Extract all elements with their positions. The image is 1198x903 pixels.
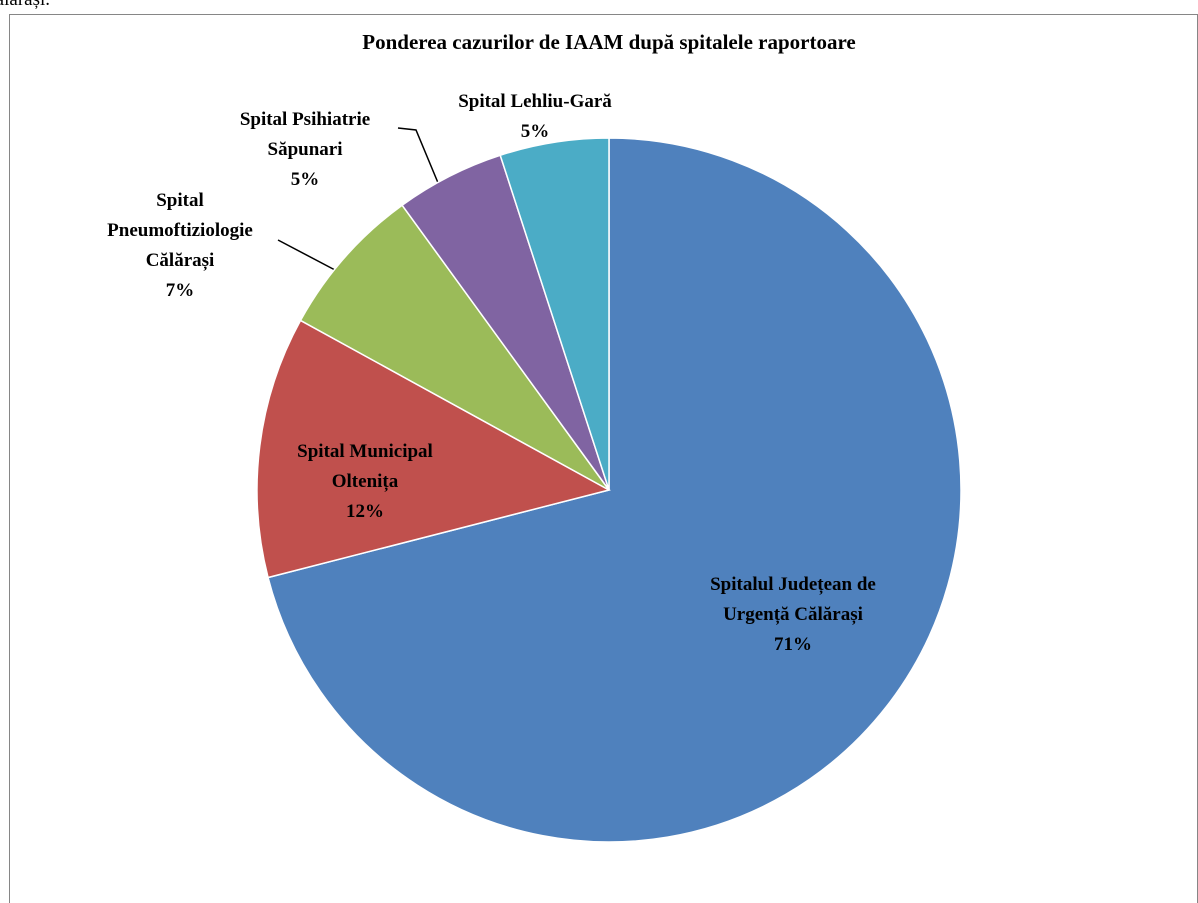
chart-title: Ponderea cazurilor de IAAM după spitalel… — [362, 30, 856, 54]
category-label: Spital Municipal Oltenița — [297, 441, 433, 492]
category-label: Spital Lehliu-Gară — [458, 91, 612, 112]
value-label: 71% — [774, 634, 812, 655]
leader-line — [397, 127, 442, 191]
data-label: Spital Municipal Oltenița 12% — [265, 437, 465, 527]
leader-line — [277, 239, 336, 271]
category-label: Spital Psihiatrie Săpunari — [239, 109, 371, 160]
data-label: Spital Lehliu-Gară 5% — [425, 87, 645, 147]
data-label: Spital Psihiatrie Săpunari 5% — [213, 105, 398, 195]
pie-slice — [499, 137, 610, 491]
value-label: 12% — [346, 501, 384, 522]
value-label: 5% — [290, 169, 320, 190]
pie-slice — [299, 204, 610, 491]
category-label: Spitalul Județean de Urgență Călărași — [710, 574, 876, 625]
data-label: Spitalul Județean de Urgență Călărași 71% — [703, 570, 883, 660]
caption: Călărași. — [0, 0, 50, 11]
value-label: 7% — [165, 280, 195, 301]
category-label: Spital Pneumoftiziologie Călărași — [107, 190, 253, 271]
data-label: Spital Pneumoftiziologie Călărași 7% — [105, 186, 255, 306]
value-label: 5% — [520, 121, 550, 142]
pie-slice — [267, 137, 962, 843]
pie-slice — [256, 319, 612, 579]
